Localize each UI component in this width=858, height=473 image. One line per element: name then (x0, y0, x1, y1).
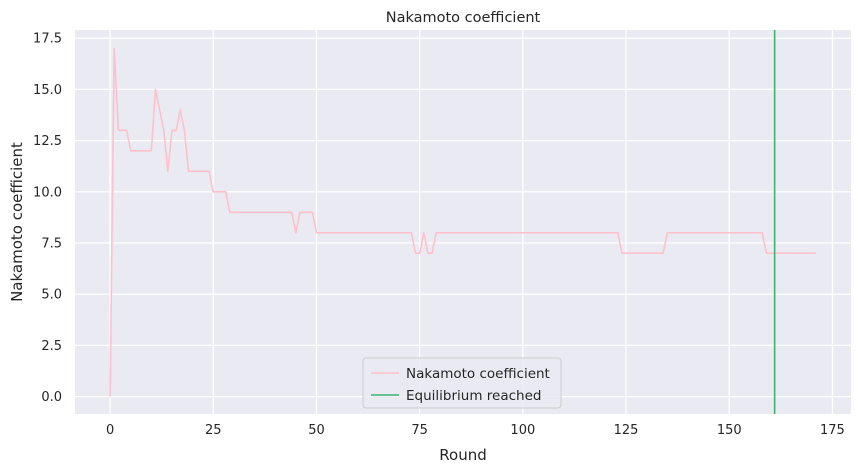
x-tick-label: 50 (308, 423, 325, 438)
legend-label-nakamoto: Nakamoto coefficient (406, 366, 550, 382)
x-tick-label: 75 (411, 423, 428, 438)
x-axis-label: Round (439, 446, 486, 464)
legend: Nakamoto coefficient Equilibrium reached (362, 357, 562, 409)
series-layer (109, 30, 816, 414)
x-tick-label: 0 (106, 423, 114, 438)
y-tick-label: 5.0 (41, 288, 62, 303)
x-tick-label: 150 (717, 423, 742, 438)
ticks: 0 25 50 75 100 125 150 175 0.0 2.5 5.0 7.5 10.0 12.5 1… (33, 32, 845, 438)
y-tick-label: 10.0 (33, 185, 62, 200)
legend-label-equilibrium: Equilibrium reached (406, 388, 541, 404)
x-tick-label: 175 (820, 423, 845, 438)
x-tick-label: 100 (510, 423, 535, 438)
chart-title: Nakamoto coefficient (386, 10, 541, 26)
y-tick-label: 7.5 (41, 236, 62, 251)
y-tick-label: 15.0 (33, 83, 62, 98)
y-tick-label: 17.5 (33, 32, 62, 47)
y-axis-label: Nakamoto coefficient (8, 142, 26, 302)
y-tick-label: 0.0 (41, 390, 62, 405)
series-line-nakamoto (109, 47, 816, 397)
y-tick-label: 12.5 (33, 134, 62, 149)
legend-box (362, 357, 562, 409)
x-tick-label: 25 (205, 423, 222, 438)
grid (75, 30, 851, 414)
x-tick-label: 125 (614, 423, 639, 438)
plot-background (75, 30, 851, 414)
y-tick-label: 2.5 (41, 339, 62, 354)
